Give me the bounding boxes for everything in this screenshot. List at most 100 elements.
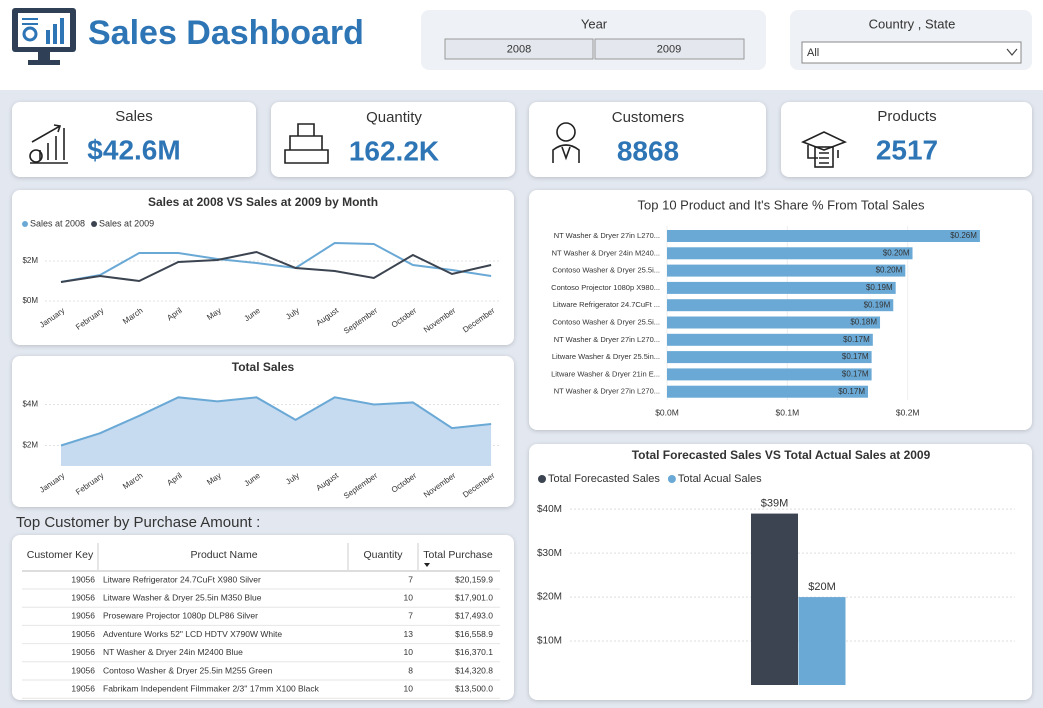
kpi-label: Customers [612,109,685,126]
data-label: $0.26M [950,231,977,240]
kpi-value: 2517 [876,134,938,165]
slicer-label: Country , State [869,16,956,31]
y-tick-label: Contoso Washer & Dryer 25.5i... [552,317,660,326]
legend-label: Sales at 2009 [99,218,154,228]
kpi-label: Products [877,108,936,125]
table-cell: Proseware Projector 1080p DLP86 Silver [103,611,258,621]
sort-indicator [424,563,430,567]
y-tick-label: NT Washer & Dryer 27in L270... [554,231,660,240]
slicer-option[interactable]: 2008 [507,43,531,55]
y-tick-label: Contoso Projector 1080p X980... [551,283,660,292]
table-cell: 19056 [71,574,95,584]
legend-label: Total Forecasted Sales [548,473,660,485]
table-cell: 7 [408,574,413,584]
chart-title: Total Sales [232,360,295,374]
table-cell: 19056 [71,611,95,621]
data-label: $0.20M [883,248,910,257]
x-tick-label: $0.2M [896,407,920,417]
data-label: $0.19M [864,300,891,309]
bar [667,247,913,260]
legend-marker [91,221,98,227]
kpi-label: Sales [115,108,153,125]
table-cell: 19056 [71,683,95,693]
bar [667,299,894,312]
dropdown-arrow[interactable] [1006,48,1018,56]
kpi-card [271,102,515,177]
legend-marker [538,475,546,483]
y-tick-label: $40M [537,504,562,515]
table-cell: 19056 [71,647,95,657]
dropdown[interactable] [801,41,1022,64]
bar [667,333,873,346]
table-cell: Litware Washer & Dryer 25.5in M350 Blue [103,592,262,602]
table-cell: 13 [404,629,414,639]
data-label: $0.17M [842,370,869,379]
area [61,397,492,466]
data-label: $0.18M [850,318,877,327]
data-line [60,250,492,283]
slicer-option[interactable]: 2009 [657,43,681,55]
kpi-label: Quantity [366,109,422,126]
table-cell: NT Washer & Dryer 24in M2400 Blue [103,647,243,657]
data-label: $0.19M [866,283,893,292]
legend-marker [22,221,28,227]
table-cell: 10 [404,592,414,602]
column-header: Total Purchase [423,549,493,561]
slicer-button[interactable] [444,38,594,60]
chart-title: Top 10 Product and It's Share % From Tot… [638,197,925,212]
bar [798,597,846,685]
table-cell: 19056 [71,665,95,675]
table-cell: 7 [408,611,413,621]
data-label: $0.17M [842,352,869,361]
kpi-value: 162.2K [349,135,439,166]
dashboard-title: Sales Dashboard [88,14,364,52]
y-tick-label: $2M [22,441,38,450]
y-tick-label: NT Washer & Dryer 27in L270... [554,387,660,396]
table-cell: Fabrikam Independent Filmmaker 2/3'' 17m… [103,683,320,693]
kpi-value: $42.6M [87,134,180,165]
bar [667,230,980,242]
slicer-button[interactable] [594,38,745,60]
bar [667,316,881,329]
data-label: $0.17M [843,335,870,344]
dropdown-value[interactable]: All [807,47,819,59]
data-label: $39M [761,497,789,509]
bar [667,264,906,277]
legend-label: Sales at 2008 [30,218,85,228]
table-cell: $17,901.0 [455,592,493,602]
y-tick-label: NT Washer & Dryer 24in M240... [552,248,660,257]
y-tick-label: $0M [22,296,38,305]
data-label: $20M [808,581,836,593]
kpi-card [12,102,256,177]
table-title: Top Customer by Purchase Amount : [16,514,260,531]
y-tick-label: Litware Refrigerator 24.7CuFt ... [553,300,660,309]
table-cell: 8 [408,665,413,675]
y-tick-label: Litware Washer & Dryer 25.5in... [552,352,660,361]
column-header: Customer Key [27,549,94,561]
bar [751,513,798,685]
table-cell: Litware Refrigerator 24.7CuFt X980 Silve… [103,574,261,584]
table-cell: $17,493.0 [455,611,493,621]
table-cell: 10 [404,683,414,693]
kpi-icons [29,122,848,168]
kpi-value: 8868 [617,135,679,166]
kpi-card [781,102,1032,177]
table-cell: 19056 [71,592,95,602]
table-cell: $16,370.1 [455,647,493,657]
y-tick-label: NT Washer & Dryer 27in L270... [554,335,660,344]
y-tick-label: $2M [22,256,38,265]
column-header: Quantity [363,549,403,561]
chart-title: Total Forecasted Sales VS Total Actual S… [632,448,931,462]
table-cell: $20,159.9 [455,574,493,584]
table-card [12,535,514,700]
legend-marker [667,475,676,483]
kpi-card [529,102,766,177]
bar [667,351,872,364]
legend-label: Total Acual Sales [678,473,762,485]
column-header: Product Name [190,549,257,561]
table-cell: Adventure Works 52" LCD HDTV X790W White [103,629,282,639]
x-tick-label: $0.0M [655,407,679,417]
data-label: $0.20M [876,266,903,275]
logo-icon [12,8,76,65]
